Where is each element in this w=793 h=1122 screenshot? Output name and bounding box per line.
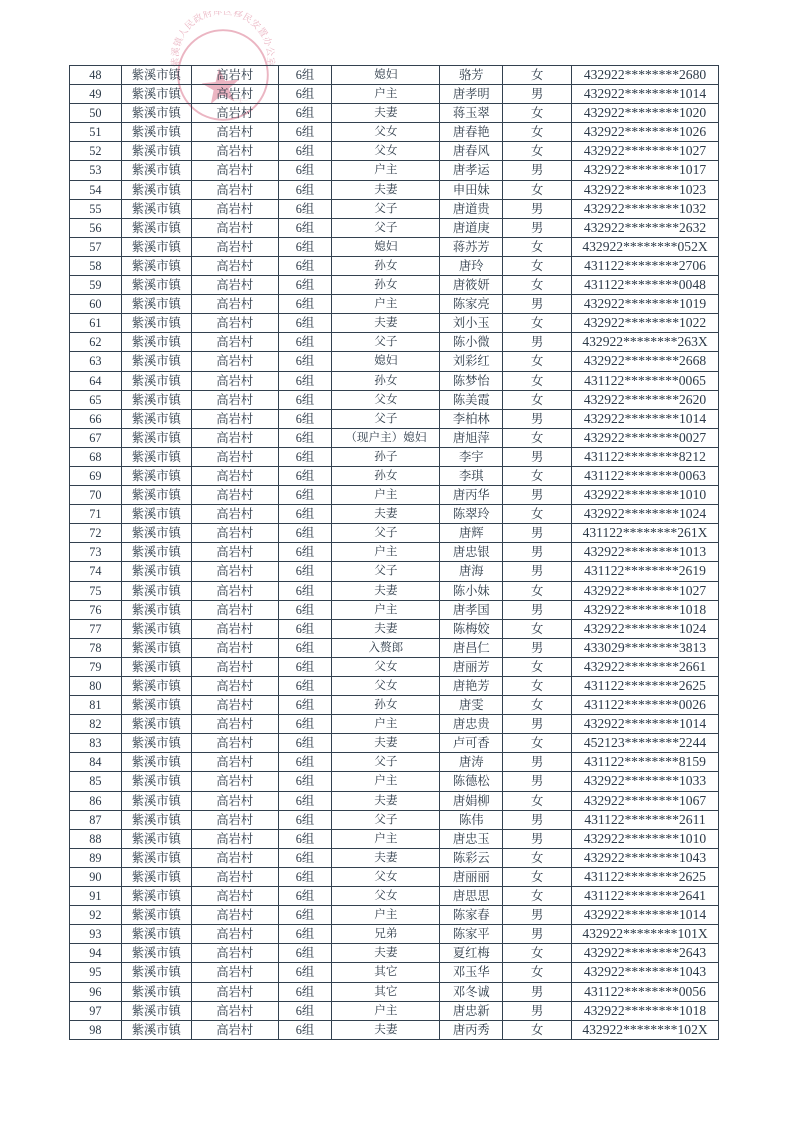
svg-text:紫溪镇人民政府库区移民安置办公室: 紫溪镇人民政府库区移民安置办公室 [169,11,277,67]
